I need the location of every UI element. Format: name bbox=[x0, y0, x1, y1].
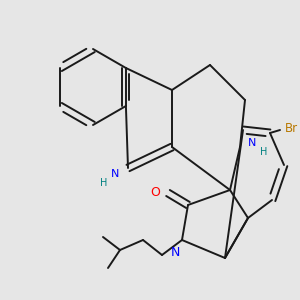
Text: N: N bbox=[170, 247, 180, 260]
Text: Br: Br bbox=[284, 122, 298, 134]
Text: H: H bbox=[260, 147, 268, 157]
Text: H: H bbox=[100, 178, 108, 188]
Text: N: N bbox=[111, 169, 119, 179]
Text: N: N bbox=[248, 138, 256, 148]
Text: O: O bbox=[150, 187, 160, 200]
